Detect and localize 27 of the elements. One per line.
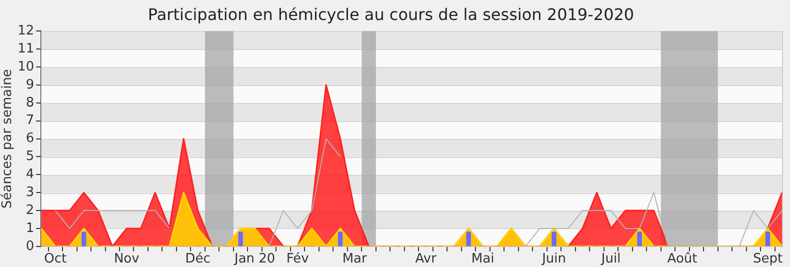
x-tick-label: Sept xyxy=(752,252,783,267)
x-tick-label: Nov xyxy=(114,252,140,267)
x-tick-label: Juil xyxy=(600,252,621,267)
y-tick-label: 9 xyxy=(26,77,34,92)
x-tick-label: Fév xyxy=(286,252,310,267)
x-tick-label: Août xyxy=(667,252,698,267)
chart-title: Participation en hémicycle au cours de la session 2019-2020 xyxy=(148,4,634,24)
x-tick-label: Mai xyxy=(471,252,494,267)
y-tick-label: 2 xyxy=(26,202,34,218)
x-tick-label: Déc xyxy=(185,252,210,267)
y-tick-label: 8 xyxy=(26,95,34,110)
y-axis-title: Séances par semaine xyxy=(0,69,16,209)
y-tick-label: 12 xyxy=(18,24,34,39)
y-tick-label: 7 xyxy=(26,113,34,128)
x-tick-label: Avr xyxy=(415,252,438,267)
y-tick-label: 1 xyxy=(26,220,34,236)
y-tick-label: 4 xyxy=(26,167,34,182)
x-tick-label: Juin xyxy=(541,252,566,267)
x-tick-label: Oct xyxy=(44,252,67,267)
y-tick-label: 0 xyxy=(26,238,34,254)
x-tick-label: Jan 20 xyxy=(233,252,276,267)
x-tick-label: Mar xyxy=(342,252,368,267)
y-tick-label: 3 xyxy=(26,184,34,200)
y-tick-label: 11 xyxy=(18,42,34,57)
y-tick-label: 6 xyxy=(26,131,34,146)
y-tick-label: 5 xyxy=(26,149,34,164)
y-tick-label: 10 xyxy=(18,59,34,74)
